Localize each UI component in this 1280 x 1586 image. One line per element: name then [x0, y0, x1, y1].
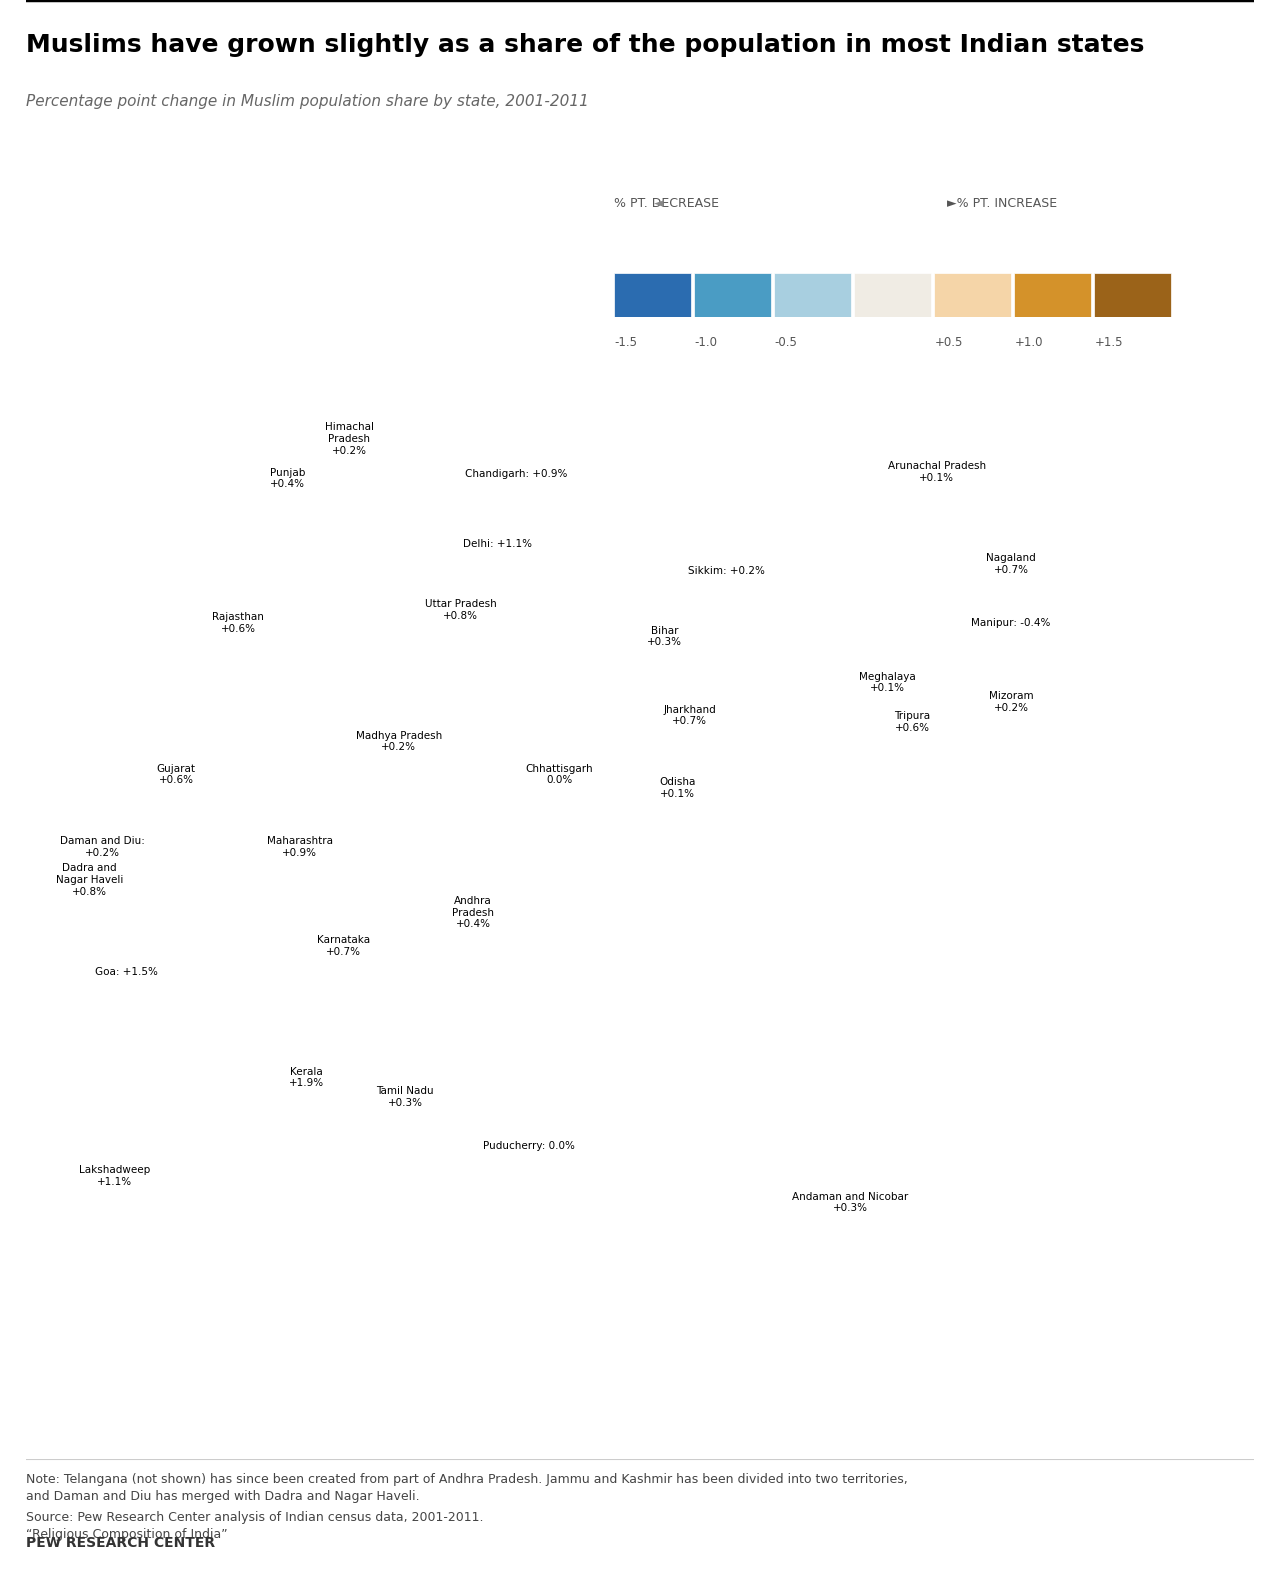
Text: Assam: +3.3%: Assam: +3.3% — [805, 612, 882, 622]
Text: Andaman and Nicobar
+0.3%: Andaman and Nicobar +0.3% — [792, 1191, 909, 1213]
Text: Arunachal Pradesh
+0.1%: Arunachal Pradesh +0.1% — [888, 462, 986, 482]
Text: Goa: +1.5%: Goa: +1.5% — [96, 967, 159, 977]
FancyBboxPatch shape — [1015, 273, 1091, 317]
Text: Mizoram
+0.2%: Mizoram +0.2% — [988, 691, 1033, 714]
Text: -1.0: -1.0 — [694, 336, 717, 349]
Text: Kerala
+1.9%: Kerala +1.9% — [288, 1066, 324, 1088]
Text: Meghalaya
+0.1%: Meghalaya +0.1% — [859, 671, 915, 693]
Text: % PT. DECREASE: % PT. DECREASE — [614, 197, 719, 209]
Text: Rajasthan
+0.6%: Rajasthan +0.6% — [212, 612, 264, 634]
Text: -0.5: -0.5 — [774, 336, 797, 349]
Text: +1.0: +1.0 — [1015, 336, 1043, 349]
Text: PEW RESEARCH CENTER: PEW RESEARCH CENTER — [26, 1535, 215, 1550]
Text: Madhya Pradesh
+0.2%: Madhya Pradesh +0.2% — [356, 731, 442, 752]
Text: Uttar Pradesh
+0.8%: Uttar Pradesh +0.8% — [425, 600, 497, 620]
Text: Chhattisgarh
0.0%: Chhattisgarh 0.0% — [526, 764, 594, 785]
Text: ◄: ◄ — [614, 197, 664, 209]
Text: Sikkim: +0.2%: Sikkim: +0.2% — [689, 566, 765, 576]
Text: Punjab
+0.4%: Punjab +0.4% — [270, 468, 305, 488]
Text: -1.5: -1.5 — [614, 336, 637, 349]
Text: Puducherry: 0.0%: Puducherry: 0.0% — [483, 1140, 575, 1151]
Text: Uttarakhand
±2.0%: Uttarakhand ±2.0% — [366, 493, 431, 515]
Text: Note: Telangana (not shown) has since been created from part of Andhra Pradesh. : Note: Telangana (not shown) has since be… — [26, 1473, 908, 1504]
Text: +0.5: +0.5 — [934, 336, 963, 349]
Text: West
Bengal
+1.8%: West Bengal +1.8% — [751, 679, 788, 712]
Text: Gujarat
+0.6%: Gujarat +0.6% — [156, 764, 196, 785]
Text: Lakshadweep
+1.1%: Lakshadweep +1.1% — [79, 1166, 150, 1186]
Text: Muslims have grown slightly as a share of the population in most Indian states: Muslims have grown slightly as a share o… — [26, 33, 1144, 57]
Text: Karnataka
+0.7%: Karnataka +0.7% — [316, 934, 370, 956]
Text: Source: Pew Research Center analysis of Indian census data, 2001-2011.
“Religiou: Source: Pew Research Center analysis of … — [26, 1511, 483, 1542]
Text: Bihar
+0.3%: Bihar +0.3% — [648, 625, 682, 647]
Text: Chandigarh: +0.9%: Chandigarh: +0.9% — [465, 469, 567, 479]
Text: Daman and Diu:
+0.2%: Daman and Diu: +0.2% — [60, 836, 145, 858]
FancyBboxPatch shape — [694, 273, 771, 317]
Text: Tripura
+0.6%: Tripura +0.6% — [893, 711, 931, 733]
Text: Haryana
+1.2%: Haryana +1.2% — [302, 527, 347, 549]
Text: Nagaland
+0.7%: Nagaland +0.7% — [986, 554, 1036, 574]
Text: Delhi: +1.1%: Delhi: +1.1% — [463, 539, 532, 549]
Text: Jharkhand
+0.7%: Jharkhand +0.7% — [663, 704, 716, 726]
Text: ►% PT. INCREASE: ►% PT. INCREASE — [947, 197, 1057, 209]
FancyBboxPatch shape — [934, 273, 1011, 317]
Text: +1.5: +1.5 — [1094, 336, 1123, 349]
Text: Himachal
Pradesh
+0.2%: Himachal Pradesh +0.2% — [325, 422, 374, 455]
Text: Jammu and
Kashmir: +1.3%: Jammu and Kashmir: +1.3% — [196, 349, 280, 371]
Text: Maharashtra
+0.9%: Maharashtra +0.9% — [268, 836, 333, 858]
FancyBboxPatch shape — [855, 273, 932, 317]
FancyBboxPatch shape — [774, 273, 851, 317]
FancyBboxPatch shape — [614, 273, 691, 317]
Text: Dadra and
Nagar Haveli
+0.8%: Dadra and Nagar Haveli +0.8% — [56, 863, 123, 896]
Text: Odisha
+0.1%: Odisha +0.1% — [659, 777, 695, 799]
Text: Andhra
Pradesh
+0.4%: Andhra Pradesh +0.4% — [452, 896, 494, 929]
Text: Manipur: -0.4%: Manipur: -0.4% — [972, 619, 1051, 628]
Text: Tamil Nadu
+0.3%: Tamil Nadu +0.3% — [376, 1086, 434, 1109]
Text: Percentage point change in Muslim population share by state, 2001-2011: Percentage point change in Muslim popula… — [26, 94, 589, 108]
FancyBboxPatch shape — [1094, 273, 1171, 317]
